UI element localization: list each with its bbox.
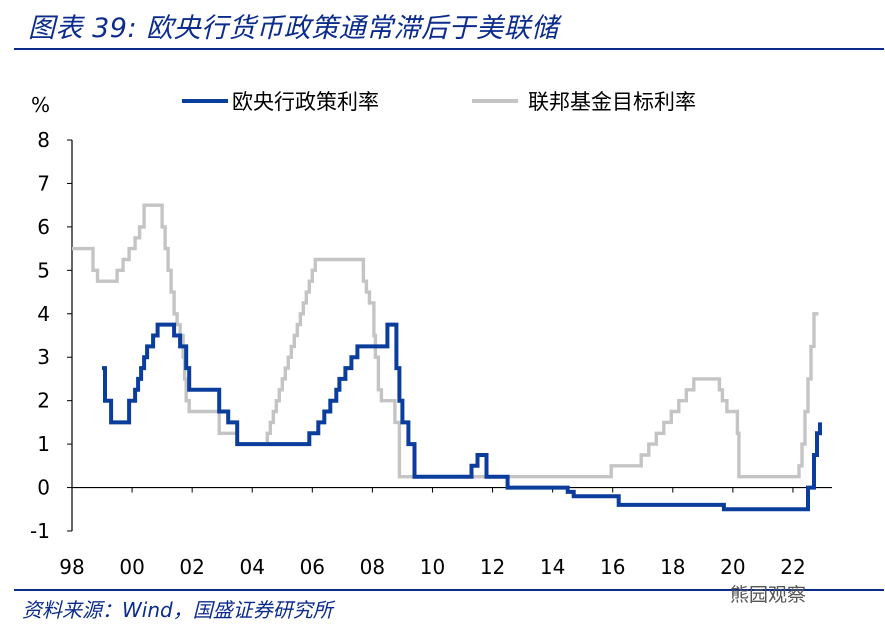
ecb-rate-line [102,322,822,512]
y-axis-unit: % [31,93,50,117]
x-tick-label: 98 [59,555,84,579]
y-tick-label: 5 [37,258,50,282]
y-tick-label: 8 [37,128,50,152]
footer-divider [14,589,884,591]
y-tick-label: 1 [37,432,50,456]
legend-label-ecb: 欧央行政策利率 [232,90,379,114]
x-tick-label: 10 [420,555,445,579]
chart-title: 图表 39: 欧央行货币政策通常滞后于美联储 [28,13,559,44]
y-tick-label: 2 [37,389,50,413]
y-tick-label: 3 [37,345,50,369]
x-tick-label: 08 [360,555,385,579]
y-tick-label: 6 [37,215,50,239]
chart-legend: 欧央行政策利率 联邦基金目标利率 [182,90,696,114]
x-tick-label: 18 [660,555,685,579]
y-tick-label: 7 [37,171,50,195]
title-divider [14,48,884,50]
x-tick-label: 06 [300,555,325,579]
x-tick-label: 22 [780,555,805,579]
legend-label-fed: 联邦基金目标利率 [528,90,696,114]
watermark: 熊园观察 [730,584,807,606]
x-tick-label: 16 [600,555,625,579]
chart-series [72,203,822,512]
x-tick-label: 02 [179,555,204,579]
source-note: 资料来源：Wind，国盛证券研究所 [22,598,333,622]
x-tick-label: 20 [720,555,745,579]
y-tick-label: -1 [30,519,50,543]
y-tick-label: 4 [37,302,50,326]
x-tick-label: 00 [119,555,144,579]
fed-rate-line [72,203,819,479]
x-tick-label: 14 [540,555,565,579]
y-tick-label: 0 [37,476,50,500]
x-tick-label: 12 [480,555,505,579]
x-tick-label: 04 [240,555,265,579]
